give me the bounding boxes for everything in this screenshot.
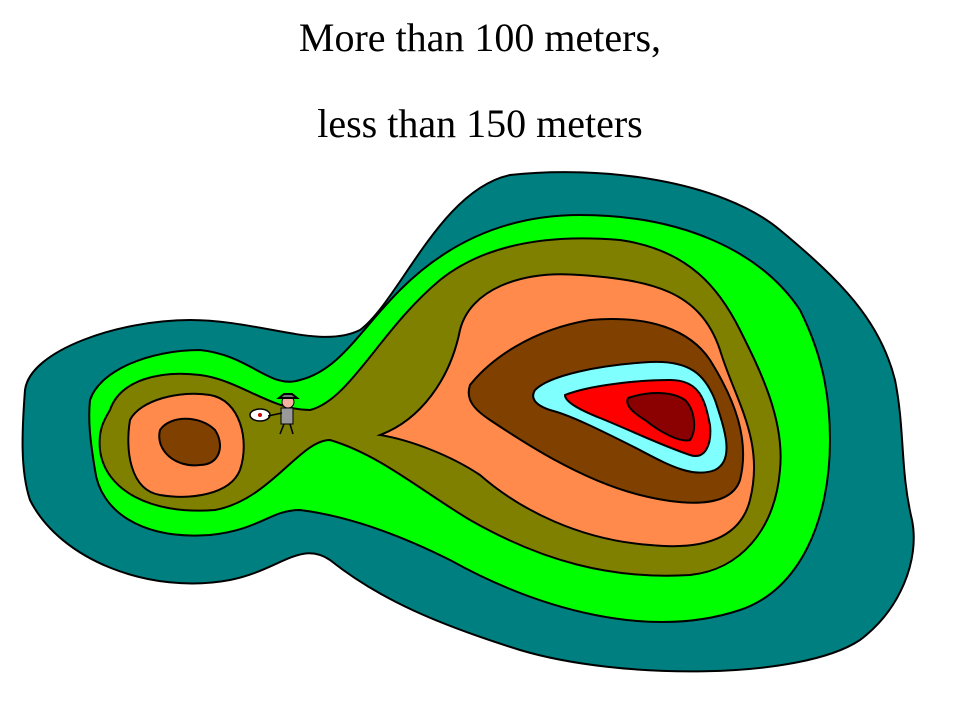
- title-line: less than 150 meters: [317, 101, 643, 146]
- hiker-figure: [249, 393, 300, 435]
- title-line: More than 100 meters,: [298, 15, 662, 60]
- contour-darkred: [626, 392, 696, 442]
- contour-brown: [158, 417, 221, 467]
